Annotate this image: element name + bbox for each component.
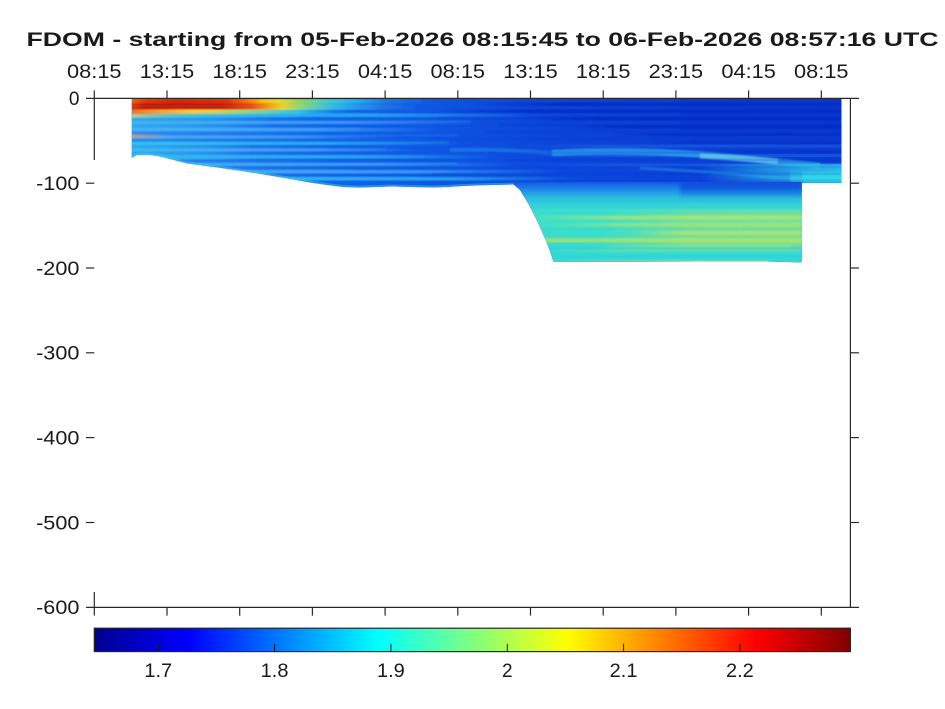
svg-text:FDOM - starting from 05-Feb-20: FDOM - starting from 05-Feb-2026 08:15:4… (27, 29, 939, 51)
svg-text:08:15: 08:15 (794, 62, 849, 83)
svg-text:13:15: 13:15 (503, 62, 558, 83)
svg-text:13:15: 13:15 (140, 62, 195, 83)
svg-text:23:15: 23:15 (285, 62, 340, 83)
svg-text:1.8: 1.8 (261, 661, 289, 682)
svg-text:04:15: 04:15 (721, 62, 776, 83)
svg-text:08:15: 08:15 (67, 62, 122, 83)
svg-text:18:15: 18:15 (576, 62, 631, 83)
svg-text:08:15: 08:15 (431, 62, 486, 83)
svg-text:04:15: 04:15 (358, 62, 413, 83)
svg-text:1.9: 1.9 (377, 661, 405, 682)
svg-text:0: 0 (69, 89, 80, 110)
svg-text:-100: -100 (36, 174, 79, 195)
svg-text:23:15: 23:15 (649, 62, 704, 83)
svg-text:-400: -400 (36, 428, 79, 449)
svg-text:-500: -500 (36, 513, 79, 534)
svg-text:1.7: 1.7 (144, 661, 172, 682)
svg-text:2.2: 2.2 (726, 661, 754, 682)
svg-text:18:15: 18:15 (212, 62, 267, 83)
svg-text:-300: -300 (36, 344, 79, 365)
svg-text:2: 2 (502, 661, 513, 682)
svg-text:-600: -600 (36, 598, 79, 619)
svg-text:-200: -200 (36, 259, 79, 280)
svg-text:2.1: 2.1 (610, 661, 638, 682)
